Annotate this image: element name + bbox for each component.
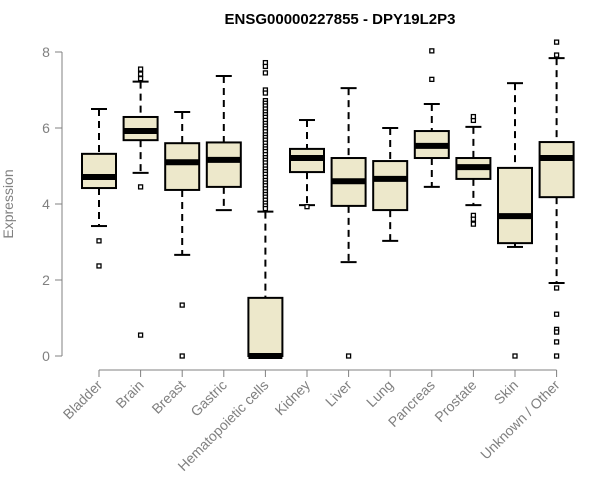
box-pancreas bbox=[413, 48, 450, 188]
outlier-point bbox=[429, 48, 435, 54]
x-tick-label: Prostate bbox=[431, 377, 479, 425]
outlier-point bbox=[470, 221, 477, 227]
outlier-point bbox=[179, 353, 185, 359]
outlier-point bbox=[179, 302, 185, 308]
y-tick-label: 2 bbox=[42, 272, 50, 288]
outlier-point bbox=[137, 75, 144, 82]
outlier-point bbox=[262, 70, 269, 76]
outlier-point bbox=[429, 76, 435, 83]
box-brain bbox=[122, 66, 159, 338]
box-iqr bbox=[372, 160, 409, 212]
y-tick-label: 0 bbox=[42, 348, 50, 364]
box-breast bbox=[164, 111, 201, 359]
x-tick-label: Bladder bbox=[60, 377, 106, 423]
x-tick-label: Lung bbox=[363, 377, 396, 410]
box-lung bbox=[372, 127, 409, 242]
box-iqr bbox=[81, 152, 117, 190]
outlier-point bbox=[553, 329, 560, 335]
y-tick-label: 6 bbox=[42, 120, 50, 136]
outlier-point bbox=[512, 353, 518, 359]
outlier-point bbox=[553, 52, 560, 58]
x-tick-label: Liver bbox=[322, 377, 355, 410]
chart-title: ENSG00000227855 - DPY19L2P3 bbox=[225, 11, 456, 28]
box-iqr bbox=[497, 166, 533, 245]
box-gastric bbox=[205, 74, 242, 212]
outlier-point bbox=[262, 90, 269, 96]
outlier-point bbox=[304, 204, 310, 210]
x-tick-label: Kidney bbox=[272, 377, 314, 419]
outlier-point bbox=[470, 216, 477, 222]
box-kidney bbox=[289, 119, 325, 210]
outlier-point bbox=[96, 263, 102, 269]
y-axis-label: Expression bbox=[0, 169, 16, 238]
outlier-point bbox=[137, 332, 144, 338]
outlier-point bbox=[553, 311, 560, 317]
outlier-point bbox=[262, 205, 269, 212]
outlier-point bbox=[553, 353, 560, 359]
outlier-point bbox=[262, 63, 269, 70]
outlier-point bbox=[553, 285, 560, 291]
x-tick-label: Unknown / Other bbox=[477, 377, 563, 463]
box-iqr bbox=[164, 142, 201, 191]
box-iqr bbox=[538, 141, 575, 199]
box-iqr bbox=[247, 296, 284, 357]
box-skin bbox=[497, 82, 533, 359]
outlier-point bbox=[553, 339, 560, 345]
box-hematopoietic-cells bbox=[247, 59, 284, 359]
outlier-point bbox=[137, 66, 144, 72]
box-prostate bbox=[455, 113, 492, 227]
y-tick-label: 8 bbox=[42, 44, 50, 60]
x-tick-label: Breast bbox=[148, 377, 188, 417]
outlier-point bbox=[345, 353, 352, 359]
box-liver bbox=[330, 87, 367, 359]
outlier-point bbox=[137, 71, 144, 77]
outlier-point bbox=[137, 184, 144, 190]
x-tick-label: Skin bbox=[491, 377, 522, 408]
y-tick-label: 4 bbox=[42, 196, 50, 212]
outlier-point bbox=[96, 238, 102, 244]
box-bladder bbox=[81, 108, 117, 269]
x-tick-label: Brain bbox=[112, 377, 146, 411]
outlier-point bbox=[553, 39, 560, 45]
box-unknown-other bbox=[538, 39, 575, 359]
box-iqr bbox=[205, 141, 242, 188]
outlier-point bbox=[470, 113, 477, 120]
